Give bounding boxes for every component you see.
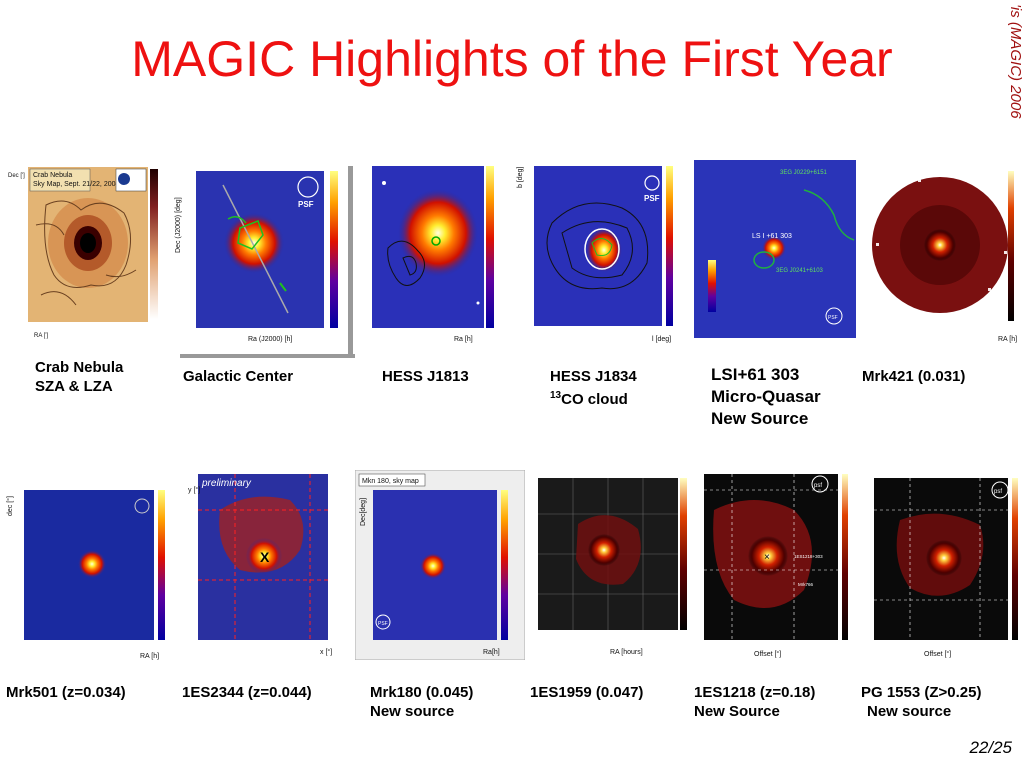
caption-pg1553: PG 1553 (Z>0.25) New source xyxy=(861,684,982,720)
svg-text:Dec (J2000) [deg]: Dec (J2000) [deg] xyxy=(175,197,182,253)
mrk180-skymap: Mkn 180, sky map PSF Ra[h] Dec[deg] xyxy=(355,470,525,660)
svg-text:psf: psf xyxy=(994,489,1002,495)
mrk421-skymap: RA [h] xyxy=(858,163,1024,353)
svg-text:1ES1218+303: 1ES1218+303 xyxy=(794,554,823,559)
svg-text:LS I +61 303: LS I +61 303 xyxy=(752,233,792,240)
svg-text:Dec [']: Dec ['] xyxy=(8,173,25,179)
caption-mrk180: Mrk180 (0.045) New source xyxy=(370,684,474,720)
caption-crab-nebula: Crab Nebula SZA & LZA xyxy=(35,359,124,395)
svg-text:Mkn 180, sky map: Mkn 180, sky map xyxy=(362,478,419,485)
svg-text:RA [h]: RA [h] xyxy=(998,336,1017,343)
caption-galactic-center: Galactic Center xyxy=(183,368,294,385)
svg-text:PSF: PSF xyxy=(828,315,838,321)
svg-text:Crab Nebula: Crab Nebula xyxy=(33,172,72,179)
svg-text:Ra[h]: Ra[h] xyxy=(483,649,500,656)
lsi-61-303-skymap: LS I +61 303 3EG J0229+6151 3EG J0241+61… xyxy=(694,160,856,350)
galactic-center-skymap: PSF Ra (J2000) [h] Dec (J2000) [deg] xyxy=(168,163,356,358)
1es1959-skymap: RA [hours] xyxy=(528,474,690,660)
caption-1es1959: 1ES1959 (0.047) xyxy=(530,684,644,701)
crab-nebula-skymap: Crab Nebula Sky Map, Sept. 21/22, 2004 R… xyxy=(6,165,164,345)
svg-text:×: × xyxy=(764,552,770,563)
svg-text:Mrk766: Mrk766 xyxy=(798,582,814,587)
svg-text:Dec[deg]: Dec[deg] xyxy=(360,498,367,526)
caption-1es1218: 1ES1218 (z=0.18) New Source xyxy=(694,684,816,720)
svg-text:PSF: PSF xyxy=(298,200,314,209)
svg-text:Ra [h]: Ra [h] xyxy=(454,336,473,343)
caption-lsi-61-303: LSI+61 303 Micro-Quasar New Source xyxy=(711,365,821,428)
page-number: 22/25 xyxy=(969,738,1012,757)
svg-text:3EG J0229+6151: 3EG J0229+6151 xyxy=(780,170,828,176)
svg-text:RA [h]: RA [h] xyxy=(140,653,159,660)
caption-mrk501: Mrk501 (z=0.034) xyxy=(6,684,126,701)
1es2344-skymap: X preliminary x [°] y [°] xyxy=(180,470,350,660)
caption-hess-j1834: HESS J1834 13CO cloud xyxy=(550,368,637,408)
caption-1es2344: 1ES2344 (z=0.044) xyxy=(182,684,312,701)
hess-j1813-skymap: Ra [h] xyxy=(358,163,498,345)
1es1218-skymap: × psf 1ES1218+303 Mrk766 Offset [°] xyxy=(694,470,858,660)
pg1553-skymap: psf Offset [°] xyxy=(860,470,1024,660)
svg-text:Offset [°]: Offset [°] xyxy=(754,650,781,658)
svg-text:Offset [°]: Offset [°] xyxy=(924,650,951,658)
caption-hess-j1813: HESS J1813 xyxy=(382,368,469,385)
svg-text:X: X xyxy=(260,549,270,565)
svg-text:preliminary: preliminary xyxy=(201,478,252,489)
svg-text:3EG J0241+6103: 3EG J0241+6103 xyxy=(776,268,824,274)
svg-text:b [deg]: b [deg] xyxy=(517,167,524,188)
caption-mrk421: Mrk421 (0.031) xyxy=(862,368,966,385)
svg-text:PSF: PSF xyxy=(378,621,388,627)
svg-text:y [°]: y [°] xyxy=(188,486,200,494)
svg-text:dec [°]: dec [°] xyxy=(6,496,14,516)
svg-text:PSF: PSF xyxy=(644,194,660,203)
svg-text:x [°]: x [°] xyxy=(320,648,332,656)
svg-text:psf: psf xyxy=(814,483,822,489)
svg-text:Ra (J2000) [h]: Ra (J2000) [h] xyxy=(248,336,292,343)
hess-j1834-skymap: PSF l [deg] b [deg] xyxy=(512,163,692,345)
slide-title: MAGIC Highlights of the First Year xyxy=(131,31,893,87)
mrk501-skymap: RA [h] dec [°] xyxy=(4,480,176,662)
svg-text:RA [']: RA ['] xyxy=(34,333,48,339)
svg-text:l [deg]: l [deg] xyxy=(652,336,671,343)
svg-text:Sky Map, Sept. 21/22, 2004: Sky Map, Sept. 21/22, 2004 xyxy=(33,181,119,188)
svg-text:RA [hours]: RA [hours] xyxy=(610,649,643,656)
